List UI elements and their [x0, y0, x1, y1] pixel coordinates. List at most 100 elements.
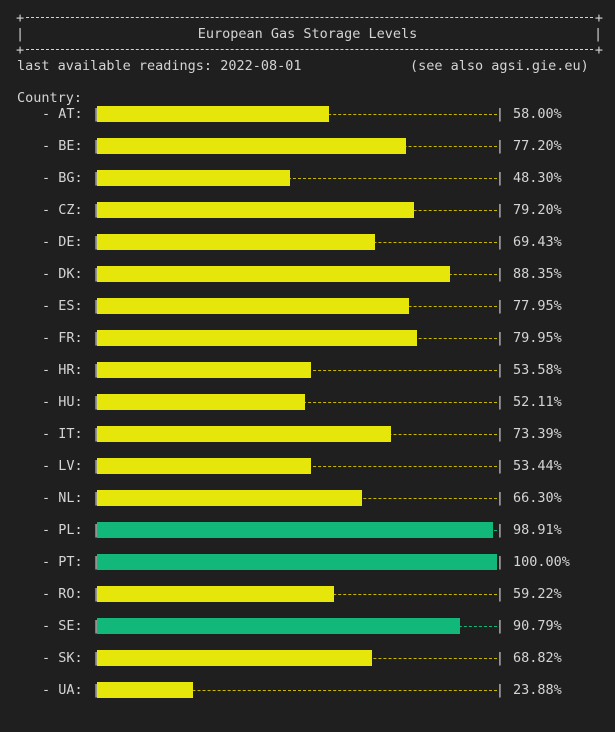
bar-fill	[97, 650, 373, 666]
bar-right-pipe: |	[495, 202, 504, 218]
bar-dashed-track	[97, 178, 497, 179]
bar-left-pipe: |	[92, 330, 100, 346]
bar-row-de: - DE: ||69.43%	[0, 234, 615, 266]
bar-fill	[97, 458, 311, 474]
bar-row-at: - AT: ||58.00%	[0, 106, 615, 138]
bar-track-area: ||	[92, 458, 504, 474]
bar-right-pipe: |	[495, 362, 504, 378]
bar-dashed-track	[97, 690, 497, 691]
frame-top-border: + +	[16, 10, 603, 26]
bar-fill	[97, 522, 493, 538]
bar-fill	[97, 170, 291, 186]
bar-right-pipe: |	[495, 586, 504, 602]
bar-row-be: - BE: ||77.20%	[0, 138, 615, 170]
bar-right-pipe: |	[495, 330, 504, 346]
value-label: 73.39%	[513, 426, 562, 442]
bar-track-area: ||	[92, 138, 504, 154]
country-label: - IT:	[42, 426, 91, 442]
value-label: 79.95%	[513, 330, 562, 346]
country-label: - DK:	[42, 266, 91, 282]
bar-track-area: ||	[92, 202, 504, 218]
bar-track-area: ||	[92, 586, 504, 602]
bar-track-area: ||	[92, 394, 504, 410]
bar-right-pipe: |	[495, 394, 504, 410]
bar-track-area: ||	[92, 618, 504, 634]
bar-fill	[97, 682, 193, 698]
bar-fill	[97, 202, 414, 218]
bar-left-pipe: |	[92, 266, 100, 282]
bar-left-pipe: |	[92, 458, 100, 474]
bar-fill	[97, 266, 451, 282]
value-label: 53.44%	[513, 458, 562, 474]
bar-right-pipe: |	[495, 458, 504, 474]
country-label: - UA:	[42, 682, 91, 698]
bar-track-area: ||	[92, 234, 504, 250]
bar-track-area: ||	[92, 170, 504, 186]
bar-fill	[97, 426, 391, 442]
country-label: - LV:	[42, 458, 91, 474]
value-label: 68.82%	[513, 650, 562, 666]
bar-left-pipe: |	[92, 106, 100, 122]
bar-right-pipe: |	[495, 266, 504, 282]
frame-left-pipe: |	[16, 26, 25, 42]
bar-right-pipe: |	[495, 298, 504, 314]
bar-track-area: ||	[92, 266, 504, 282]
readings-date: last available readings: 2022-08-01	[17, 58, 302, 74]
bar-right-pipe: |	[495, 490, 504, 506]
bar-right-pipe: |	[495, 426, 504, 442]
value-label: 100.00%	[513, 554, 570, 570]
bar-right-pipe: |	[495, 138, 504, 154]
bar-track-area: ||	[92, 650, 504, 666]
bar-row-ua: - UA: ||23.88%	[0, 682, 615, 714]
bar-left-pipe: |	[92, 298, 100, 314]
country-label: - FR:	[42, 330, 91, 346]
bar-row-hu: - HU: ||52.11%	[0, 394, 615, 426]
bar-row-bg: - BG: ||48.30%	[0, 170, 615, 202]
country-label: - AT:	[42, 106, 91, 122]
country-label: - BG:	[42, 170, 91, 186]
bar-right-pipe: |	[495, 682, 504, 698]
value-label: 52.11%	[513, 394, 562, 410]
bar-row-fr: - FR: ||79.95%	[0, 330, 615, 362]
bar-left-pipe: |	[92, 682, 100, 698]
bar-left-pipe: |	[92, 170, 100, 186]
frame-bottom-border: + +	[16, 42, 603, 58]
bar-fill	[97, 234, 375, 250]
value-label: 77.20%	[513, 138, 562, 154]
value-label: 48.30%	[513, 170, 562, 186]
page-title: European Gas Storage Levels	[197, 26, 418, 42]
bar-left-pipe: |	[92, 522, 100, 538]
value-label: 88.35%	[513, 266, 562, 282]
bar-left-pipe: |	[92, 426, 100, 442]
bar-fill	[97, 106, 329, 122]
bar-left-pipe: |	[92, 202, 100, 218]
bar-fill	[97, 618, 461, 634]
bar-track-area: ||	[92, 330, 504, 346]
bar-left-pipe: |	[92, 554, 100, 570]
country-label: - PL:	[42, 522, 91, 538]
bar-fill	[97, 362, 312, 378]
bar-track-area: ||	[92, 106, 504, 122]
bar-track-area: ||	[92, 554, 504, 570]
bar-row-pt: - PT: || 100.00%	[0, 554, 615, 586]
value-label: 69.43%	[513, 234, 562, 250]
bar-right-pipe: |	[495, 170, 504, 186]
bar-left-pipe: |	[92, 138, 100, 154]
country-label: - SK:	[42, 650, 91, 666]
value-label: 59.22%	[513, 586, 562, 602]
country-label: - RO:	[42, 586, 91, 602]
value-label: 23.88%	[513, 682, 562, 698]
value-label: 98.91%	[513, 522, 562, 538]
country-label: - PT:	[42, 554, 91, 570]
bar-left-pipe: |	[92, 650, 100, 666]
value-label: 79.20%	[513, 202, 562, 218]
bar-right-pipe: |	[495, 234, 504, 250]
value-label: 66.30%	[513, 490, 562, 506]
country-label: - CZ:	[42, 202, 91, 218]
bar-left-pipe: |	[92, 394, 100, 410]
country-label: - SE:	[42, 618, 91, 634]
frame-right-pipe: |	[594, 26, 603, 42]
bar-right-pipe: |	[495, 618, 504, 634]
bar-track-area: ||	[92, 682, 504, 698]
bar-left-pipe: |	[92, 586, 100, 602]
